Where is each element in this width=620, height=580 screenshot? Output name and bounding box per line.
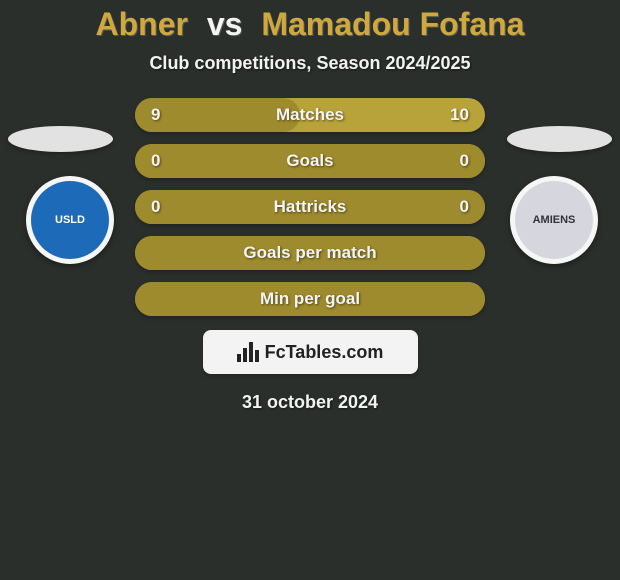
club1-badge: USLD: [26, 176, 114, 264]
stat-value-right: 0: [460, 197, 469, 217]
club2-short: AMIENS: [533, 214, 576, 226]
player2-name: Mamadou Fofana: [261, 6, 524, 42]
stat-label: Matches: [276, 105, 344, 125]
stat-label: Goals per match: [243, 243, 376, 263]
chart-icon: [237, 342, 259, 362]
stat-row: Goals 0 0: [135, 144, 485, 178]
date-text: 31 october 2024: [0, 392, 620, 413]
club2-logo: AMIENS: [515, 181, 593, 259]
stat-row: Goals per match: [135, 236, 485, 270]
stat-row: Hattricks 0 0: [135, 190, 485, 224]
stat-value-right: 0: [460, 151, 469, 171]
watermark-text: FcTables.com: [265, 342, 384, 363]
stat-value-left: 0: [151, 151, 160, 171]
stat-row: Matches 9 10: [135, 98, 485, 132]
stat-label: Hattricks: [274, 197, 347, 217]
stat-label: Min per goal: [260, 289, 360, 309]
watermark: FcTables.com: [203, 330, 418, 374]
stat-value-left: 9: [151, 105, 160, 125]
stat-label: Goals: [286, 151, 333, 171]
subtitle: Club competitions, Season 2024/2025: [0, 53, 620, 74]
vs-text: vs: [207, 6, 243, 42]
comparison-infographic: Abner vs Mamadou Fofana Club competition…: [0, 0, 620, 580]
club2-badge: AMIENS: [510, 176, 598, 264]
stat-value-right: 10: [450, 105, 469, 125]
player1-oval: [8, 126, 113, 152]
stats-bars: Matches 9 10 Goals 0 0 Hattricks 0 0 Goals per ma…: [135, 98, 485, 316]
page-title: Abner vs Mamadou Fofana: [0, 6, 620, 43]
player1-name: Abner: [96, 6, 188, 42]
stat-value-left: 0: [151, 197, 160, 217]
player2-oval: [507, 126, 612, 152]
club1-logo: USLD: [31, 181, 109, 259]
stat-row: Min per goal: [135, 282, 485, 316]
club1-short: USLD: [55, 214, 85, 226]
